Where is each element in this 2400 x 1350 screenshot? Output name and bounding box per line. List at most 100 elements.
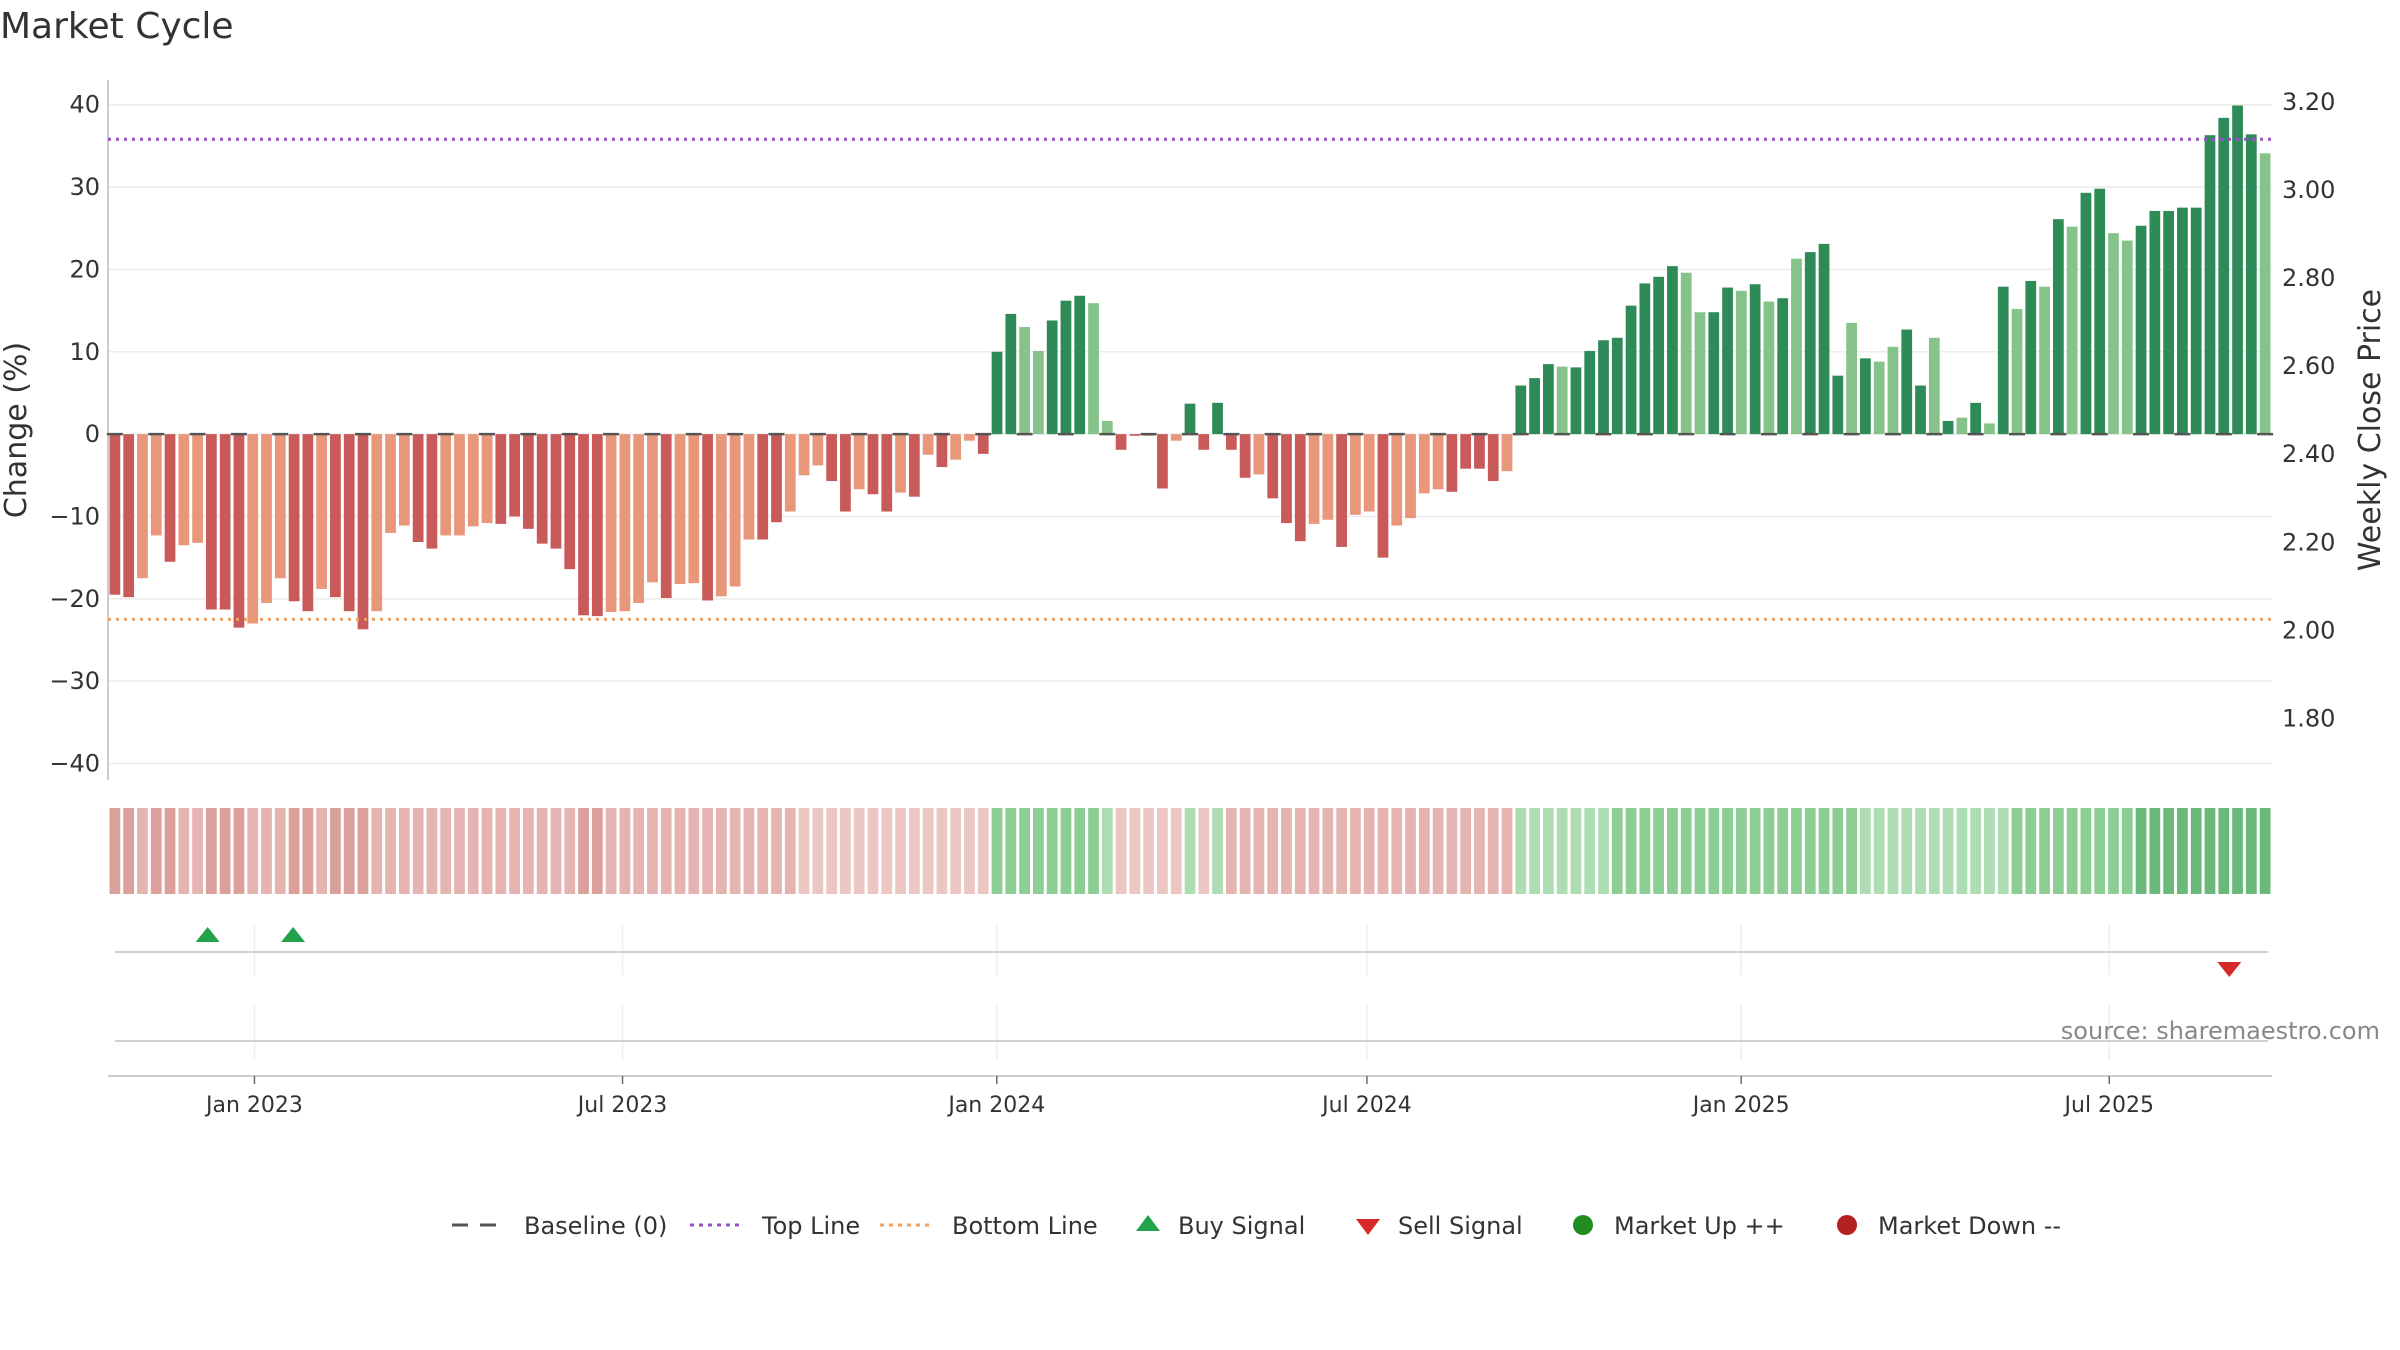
sell-signal-marker [2217, 962, 2242, 977]
cycle-strip-cell [2039, 808, 2050, 894]
change-bar [1625, 305, 1637, 435]
cycle-strip-cell [1846, 808, 1857, 894]
legend-item: Bottom Line [880, 1212, 1098, 1240]
change-bar [619, 434, 631, 612]
change-bar [1901, 329, 1913, 435]
change-bar [1046, 320, 1058, 435]
cycle-strip-cell [1143, 808, 1155, 894]
y-axis-ticks: −40 −30 −20 −10 0 10 20 30 40 [49, 91, 100, 778]
cycle-strip-cell [481, 808, 493, 894]
change-bar [2204, 135, 2216, 435]
change-bar [950, 434, 962, 460]
source-label: source: sharemaestro.com [2061, 1017, 2380, 1045]
legend-swatch [1573, 1215, 1593, 1235]
change-bar [1129, 434, 1141, 436]
cycle-strip-cell [1791, 808, 1802, 894]
cycle-strip-cell [798, 808, 810, 894]
cycle-strip-cell [1901, 808, 1913, 894]
change-bar [426, 434, 438, 549]
change-bar [1611, 337, 1623, 435]
change-bar [1542, 364, 1554, 435]
cycle-strip-cell [412, 808, 424, 894]
cycle-strip-cell [426, 808, 438, 894]
cycle-strip-cell [1501, 808, 1513, 894]
cycle-strip-cell [1060, 808, 1072, 894]
cycle-strip-cell [674, 808, 686, 894]
signal-markers [195, 927, 2242, 977]
change-bar [1253, 434, 1265, 475]
cycle-strip-cell [1749, 808, 1761, 894]
change-bar [647, 434, 658, 583]
change-bar [991, 351, 1003, 435]
cycle-strip-cell [1860, 808, 1871, 894]
change-bar [1584, 350, 1596, 435]
change-bar [1984, 423, 1995, 435]
cycle-strip-cell [1915, 808, 1926, 894]
cycle-strip-cell [964, 808, 975, 894]
y2-tick-label: 2.60 [2282, 352, 2335, 380]
legend-item: Top Line [690, 1212, 860, 1240]
cycle-strip-cell [715, 808, 727, 894]
change-bar [1846, 322, 1857, 435]
change-bar [1777, 298, 1789, 435]
cycle-strip-cell [440, 808, 452, 894]
cycle-strip-cell [771, 808, 782, 894]
change-bar [2245, 134, 2257, 435]
cycle-strip-cell [1281, 808, 1292, 894]
change-bar [1184, 403, 1196, 435]
legend-label: Top Line [761, 1212, 860, 1240]
change-bar [2094, 188, 2106, 435]
cycle-strip-cell [1694, 808, 1706, 894]
change-bars [109, 105, 2271, 630]
cycle-strip-cell [1804, 808, 1816, 894]
change-bar [2121, 240, 2133, 435]
change-bar [1405, 434, 1416, 519]
chart-title: Market Cycle [0, 6, 234, 47]
cycle-strip-cell [178, 808, 190, 894]
y2-tick-label: 3.20 [2282, 88, 2335, 116]
legend-item: Market Down -- [1837, 1212, 2061, 1240]
cycle-strip-cell [206, 808, 217, 894]
cycle-strip-cell [550, 808, 562, 894]
change-bar [743, 434, 755, 540]
change-bar [1060, 300, 1072, 435]
x-axis-ticks: Jan 2023 Jul 2023 Jan 2024 Jul 2024 Jan 2025… [204, 1076, 2154, 1118]
change-bar [2177, 207, 2188, 435]
cycle-strip-cell [137, 808, 148, 894]
change-bar [1363, 434, 1375, 512]
cycle-strip-cell [164, 808, 176, 894]
y-tick-label: −10 [49, 502, 100, 530]
change-bar [1088, 303, 1099, 435]
change-bar [1157, 434, 1168, 489]
change-bar [591, 434, 603, 617]
change-bar [371, 434, 383, 612]
change-bar [440, 434, 452, 536]
cycle-strip-cell [812, 808, 824, 894]
x-tick-label: Jan 2025 [1691, 1093, 1790, 1118]
change-bar [922, 434, 934, 455]
change-bar [1033, 350, 1044, 435]
cycle-strip-cell [1432, 808, 1444, 894]
cycle-strip-cell [2163, 808, 2174, 894]
legend-item: Baseline (0) [452, 1212, 667, 1240]
change-bar [798, 434, 810, 476]
x-tick-label: Jan 2024 [946, 1093, 1045, 1118]
cycle-strip-cell [2245, 808, 2257, 894]
cycle-strip-cell [2149, 808, 2161, 894]
cycle-strip-cell [1115, 808, 1127, 894]
cycle-strip-cell [1474, 808, 1485, 894]
change-bar [481, 434, 493, 524]
cycle-strip-cell [123, 808, 135, 894]
cycle-strip-cell [1350, 808, 1361, 894]
change-bar [1239, 434, 1251, 478]
cycle-strip-cell [784, 808, 796, 894]
cycle-strip-cell [2080, 808, 2092, 894]
cycle-strip-cell [343, 808, 355, 894]
cycle-strip-cell [1735, 808, 1747, 894]
cycle-strip-cell [1611, 808, 1623, 894]
cycle-strip-cell [2259, 808, 2271, 894]
cycle-strip-cell [977, 808, 989, 894]
x-tick-label: Jul 2025 [2063, 1093, 2155, 1118]
legend-label: Buy Signal [1178, 1212, 1305, 1240]
change-bar [757, 434, 769, 540]
